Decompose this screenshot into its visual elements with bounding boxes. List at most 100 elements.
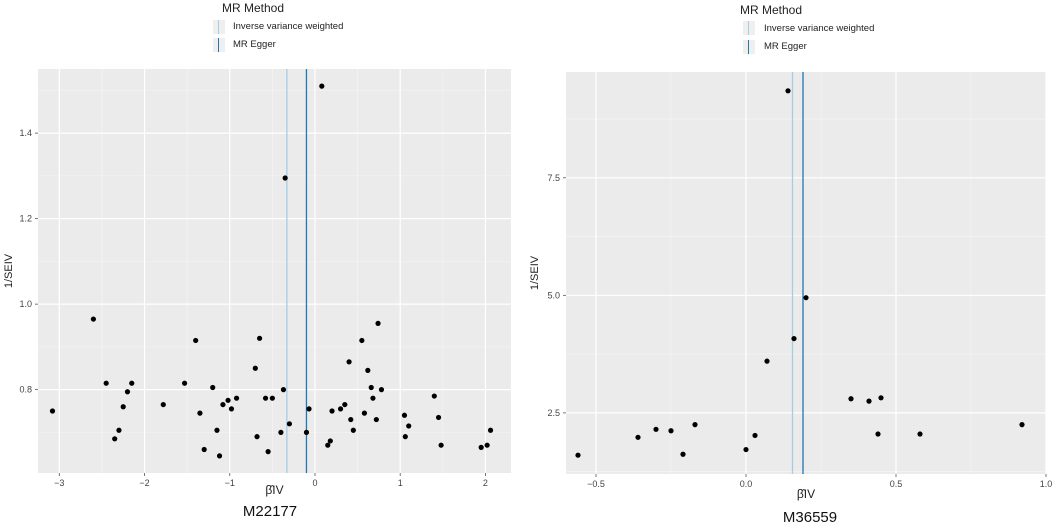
data-point <box>575 452 581 458</box>
data-point <box>116 427 122 433</box>
data-point <box>848 396 854 402</box>
data-point <box>361 410 368 416</box>
chart-1: −3 −2 −1 0 1 2 0.8 1.0 1.2 1.4 β̂IV 1/SEIV <box>3 69 511 497</box>
data-point <box>435 414 442 421</box>
plot-panel <box>566 72 1046 474</box>
data-point <box>791 335 797 342</box>
chart-1-caption: M22177 <box>242 503 298 520</box>
data-point <box>112 436 118 442</box>
data-point <box>653 426 659 432</box>
plot-panel <box>38 69 511 473</box>
data-point <box>368 384 374 391</box>
y-tick-label: 7.5 <box>547 173 560 183</box>
data-point <box>680 451 686 457</box>
data-point <box>350 427 356 433</box>
x-tick-label: −2 <box>139 478 149 488</box>
data-point <box>668 428 674 434</box>
data-point <box>286 421 293 427</box>
legend-label-egger: MR Egger <box>764 41 807 52</box>
legend-label-ivw: Inverse variance weighted <box>764 23 875 34</box>
data-point <box>337 406 344 412</box>
data-point <box>359 337 365 344</box>
data-point <box>803 295 809 301</box>
data-point <box>327 438 333 444</box>
x-tick-label: −0.5 <box>587 479 605 489</box>
data-point <box>1019 422 1025 428</box>
x-tick-label: 0 <box>312 478 317 488</box>
data-point <box>917 431 923 437</box>
data-point <box>256 335 263 341</box>
data-point <box>252 365 258 371</box>
legend-key-egger <box>743 40 755 54</box>
data-point <box>342 401 348 408</box>
data-point <box>378 387 385 393</box>
data-point <box>216 453 223 459</box>
data-point <box>193 337 199 344</box>
data-point <box>346 359 352 365</box>
y-axis-label: 1/SEIV <box>529 255 541 290</box>
data-point <box>282 175 288 181</box>
data-point <box>220 401 226 408</box>
data-point <box>484 442 490 448</box>
data-point <box>269 395 275 401</box>
data-point <box>431 393 437 399</box>
data-point <box>265 449 271 455</box>
data-point <box>160 401 166 408</box>
data-point <box>635 434 641 440</box>
y-tick-label: 2.5 <box>547 408 560 418</box>
data-point <box>866 398 872 404</box>
data-point <box>129 380 135 386</box>
x-axis-label: β̂IV <box>797 487 815 501</box>
x-tick-label: −3 <box>54 478 64 488</box>
data-point <box>181 380 188 386</box>
y-tick-label: 1.4 <box>19 128 32 138</box>
chart-2: −0.5 0.0 0.5 1.0 2.5 5.0 7.5 β̂IV 1/SEIV <box>529 72 1052 501</box>
y-tick-label: 5.0 <box>547 290 560 300</box>
data-point <box>878 395 884 401</box>
data-point <box>303 429 310 435</box>
data-point <box>438 442 444 448</box>
data-point <box>49 408 56 414</box>
data-point <box>373 416 379 423</box>
legend-title: MR Method <box>740 3 803 17</box>
legend-label-egger: MR Egger <box>233 39 276 50</box>
data-point <box>225 397 231 403</box>
data-point <box>254 434 260 440</box>
data-point <box>278 429 284 435</box>
data-point <box>370 395 376 401</box>
data-point <box>319 83 325 89</box>
legend-key-egger <box>213 38 225 52</box>
x-tick-label: 0.0 <box>740 479 753 489</box>
data-point <box>228 406 235 412</box>
data-point <box>233 395 240 401</box>
y-tick-label: 1.0 <box>19 299 32 309</box>
data-point <box>197 410 203 416</box>
data-point <box>103 380 109 386</box>
data-point <box>306 406 312 412</box>
data-point <box>365 367 371 373</box>
data-point <box>875 431 881 437</box>
data-point <box>743 446 749 453</box>
x-axis-label: β̂IV <box>265 483 283 497</box>
data-point <box>90 316 96 322</box>
data-point <box>214 427 220 433</box>
y-tick-label: 0.8 <box>19 385 32 395</box>
chart-2-caption: M36559 <box>782 509 838 526</box>
legend-key-ivw <box>213 20 225 34</box>
data-point <box>348 416 354 423</box>
x-tick-label: 1 <box>398 478 403 488</box>
data-point <box>752 432 758 439</box>
y-tick-label: 1.2 <box>19 214 32 224</box>
data-point <box>764 358 770 364</box>
x-tick-label: 1.0 <box>1040 479 1053 489</box>
data-point <box>120 404 126 410</box>
data-point <box>401 412 408 418</box>
data-point <box>692 422 698 428</box>
data-point <box>201 446 207 453</box>
y-axis-label: 1/SEIV <box>3 253 15 288</box>
x-tick-label: 2 <box>483 478 488 488</box>
x-tick-label: 0.5 <box>890 479 903 489</box>
legend-label-ivw: Inverse variance weighted <box>233 21 344 32</box>
data-point <box>487 427 494 433</box>
